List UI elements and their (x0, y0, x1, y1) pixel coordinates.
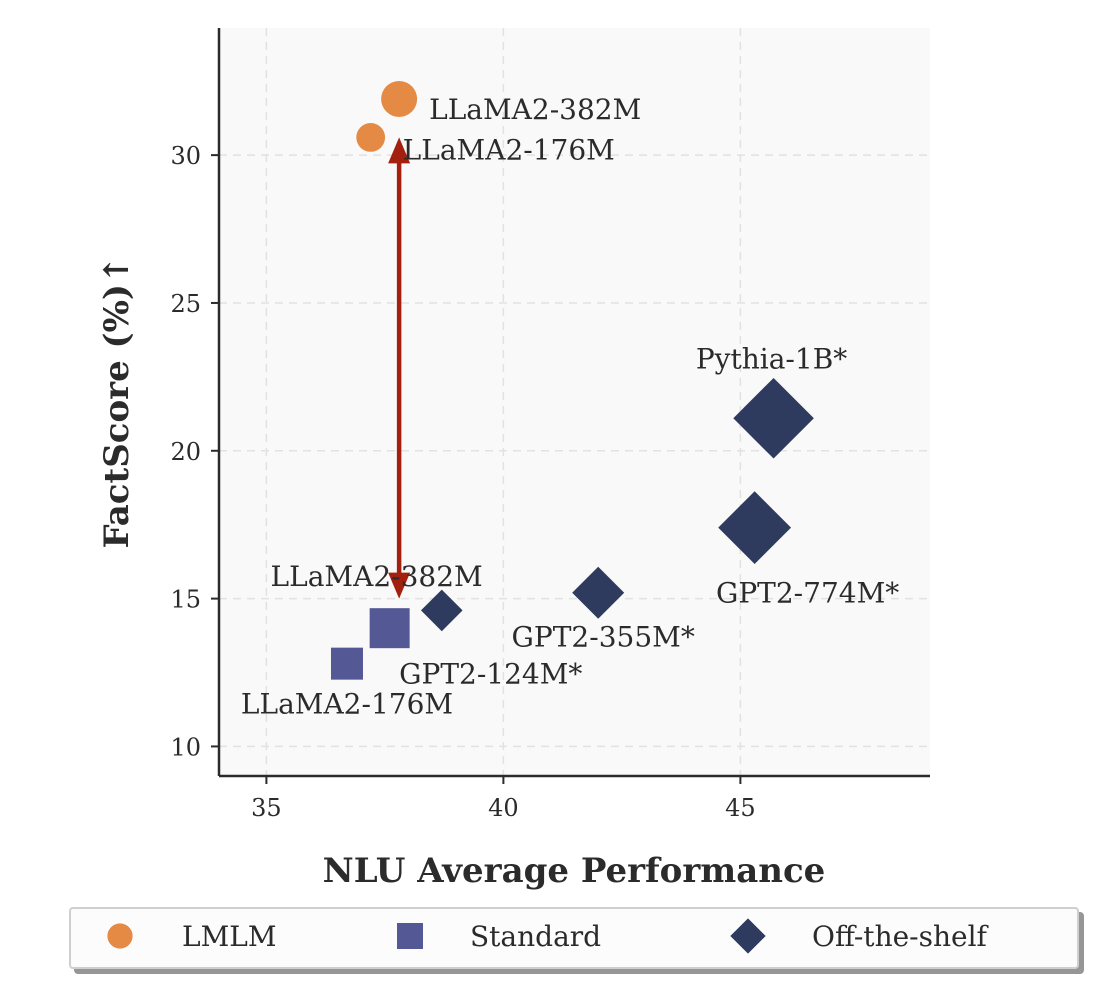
x-axis-title: NLU Average Performance (323, 851, 826, 891)
standard-point (330, 647, 363, 680)
point-label: LLaMA2-176M (241, 688, 453, 721)
legend-label: Off-the-shelf (812, 920, 990, 953)
point-label: LLaMA2-176M (403, 133, 615, 166)
off-the-shelf-point (718, 491, 792, 565)
y-tick-label: 10 (170, 733, 201, 761)
off-the-shelf-point (420, 589, 463, 632)
legend-label: Standard (470, 920, 601, 953)
off-the-shelf-point (572, 566, 625, 619)
arrow-head-up (388, 137, 411, 164)
point-label: LLaMA2-382M (271, 560, 483, 593)
x-tick-label: 40 (488, 794, 519, 822)
off-the-shelf-point (733, 377, 814, 459)
arrow-annotation (388, 137, 411, 599)
legend-marker-diamond (730, 918, 766, 954)
x-tick-label: 45 (725, 794, 756, 822)
legend-marker-square (397, 923, 423, 949)
data-points (330, 80, 814, 680)
lmlm-point (381, 80, 418, 117)
point-label: LLaMA2-382M (429, 93, 641, 126)
point-label: GPT2-124M* (399, 657, 582, 690)
legend-box (69, 907, 1079, 969)
y-tick-label: 30 (170, 142, 201, 170)
legend-label: LMLM (182, 920, 277, 953)
lmlm-point (356, 122, 386, 152)
legend-marker-circle (107, 923, 133, 949)
point-label: GPT2-355M* (512, 621, 695, 654)
point-label: Pythia-1B* (696, 342, 847, 375)
arrow-head-down (388, 572, 411, 599)
y-tick-label: 15 (170, 586, 201, 614)
y-axis-title: FactScore (%)↑ (97, 255, 137, 548)
grid (219, 28, 930, 776)
point-label: GPT2-774M* (716, 577, 899, 610)
ticks: 35 40 45 10 15 20 25 30 (170, 142, 755, 822)
x-tick-label: 35 (251, 794, 282, 822)
standard-point (369, 608, 410, 649)
legend: LMLM Standard Off-the-shelf (69, 907, 1079, 969)
point-labels: LLaMA2-382M LLaMA2-176M LLaMA2-382M LLaMA2-… (241, 93, 899, 721)
y-tick-label: 25 (170, 290, 201, 318)
y-tick-label: 20 (170, 438, 201, 466)
